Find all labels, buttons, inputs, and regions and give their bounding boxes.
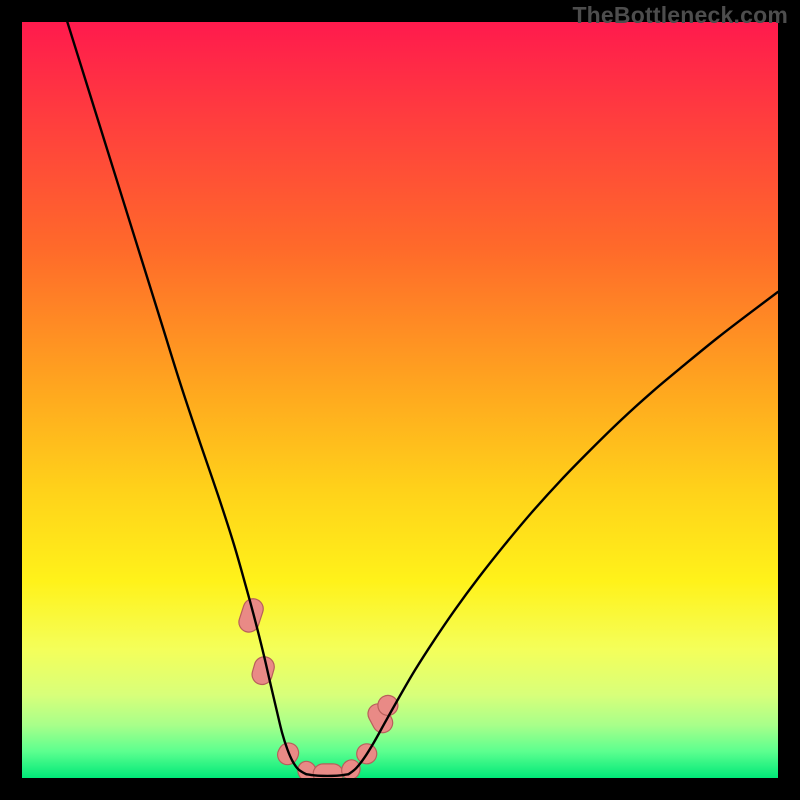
gradient-background	[22, 22, 778, 778]
figure-stage: TheBottleneck.com	[0, 0, 800, 800]
plot-svg	[22, 22, 778, 778]
plot-area	[22, 22, 778, 778]
watermark-text: TheBottleneck.com	[572, 2, 788, 29]
